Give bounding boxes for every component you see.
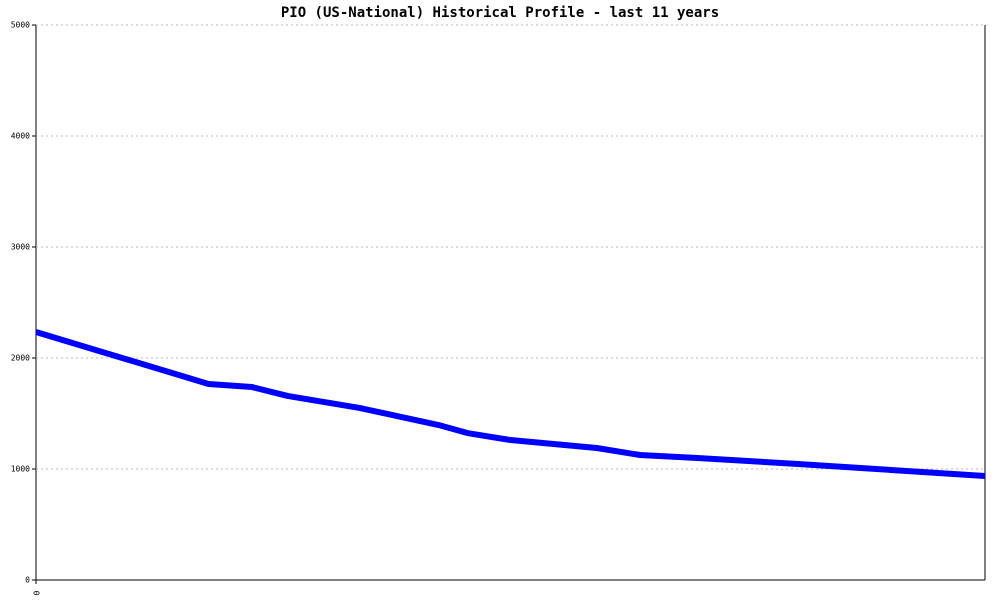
y-tick-label: 0 [25, 576, 30, 585]
y-tick-label: 1000 [11, 465, 30, 474]
chart-title: PIO (US-National) Historical Profile - l… [281, 5, 719, 21]
y-tick-label: 5000 [11, 21, 30, 30]
x-tick-label: 0 [32, 591, 41, 596]
data-line [35, 329, 986, 479]
y-tick-label: 3000 [11, 243, 30, 252]
y-tick-label: 4000 [11, 132, 30, 141]
y-tick-label: 2000 [11, 354, 30, 363]
